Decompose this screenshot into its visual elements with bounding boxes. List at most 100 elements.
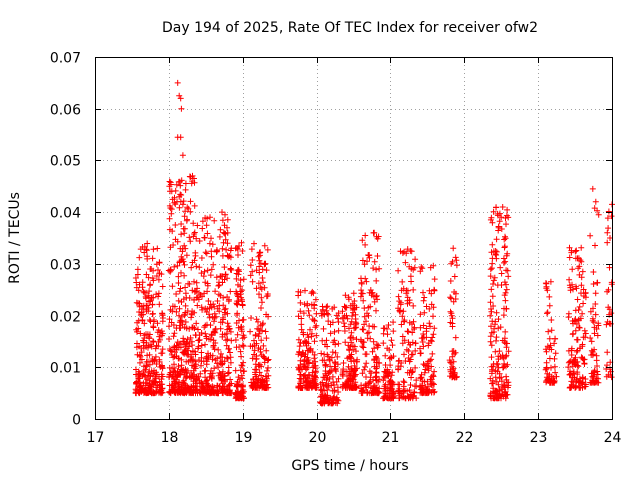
data-point xyxy=(306,380,313,387)
data-point xyxy=(576,345,583,352)
data-point xyxy=(346,375,353,382)
data-point xyxy=(573,348,580,355)
data-point xyxy=(448,260,455,267)
data-point xyxy=(410,266,417,273)
data-point xyxy=(368,384,374,391)
data-point xyxy=(198,349,205,356)
data-point xyxy=(209,241,216,248)
data-point xyxy=(166,382,173,389)
data-point xyxy=(427,357,433,364)
data-point xyxy=(500,355,507,362)
data-point xyxy=(399,333,406,340)
data-point xyxy=(551,363,558,370)
data-point xyxy=(218,387,225,393)
data-point xyxy=(259,321,266,328)
data-point xyxy=(234,246,241,253)
data-point xyxy=(168,206,175,213)
data-point xyxy=(589,185,596,192)
data-point xyxy=(373,266,380,273)
data-point xyxy=(450,365,457,372)
data-point xyxy=(407,273,414,280)
data-point xyxy=(225,298,232,305)
data-point xyxy=(417,311,424,318)
data-point xyxy=(259,266,266,273)
data-point xyxy=(252,376,259,383)
data-point xyxy=(159,283,166,290)
data-point xyxy=(203,358,210,365)
data-point xyxy=(319,391,326,398)
data-point xyxy=(329,305,336,312)
data-point xyxy=(177,245,184,252)
data-point xyxy=(259,376,266,383)
data-point xyxy=(395,387,402,394)
data-point xyxy=(503,363,509,370)
data-point xyxy=(227,265,234,272)
data-point xyxy=(221,309,228,316)
data-point xyxy=(347,355,354,362)
x-tick-label: 20 xyxy=(309,430,327,446)
data-point xyxy=(248,315,254,321)
data-point xyxy=(299,366,305,373)
data-point xyxy=(166,323,172,330)
x-tick-label: 17 xyxy=(87,430,105,446)
data-point xyxy=(295,336,302,343)
data-point xyxy=(222,305,229,312)
data-point xyxy=(142,293,149,300)
data-point xyxy=(420,289,426,296)
data-point xyxy=(360,344,367,351)
data-point xyxy=(594,379,601,386)
data-point xyxy=(333,312,340,319)
data-point xyxy=(182,302,189,309)
data-point xyxy=(390,328,397,335)
data-point xyxy=(448,360,455,366)
data-point xyxy=(239,302,246,309)
data-point xyxy=(215,291,222,298)
data-point xyxy=(176,305,183,312)
data-point xyxy=(147,318,154,325)
data-point xyxy=(417,268,424,275)
data-point xyxy=(265,356,272,363)
data-point xyxy=(138,349,145,356)
data-point xyxy=(149,310,156,317)
data-point xyxy=(453,262,460,269)
data-point xyxy=(400,387,407,394)
data-point xyxy=(155,267,161,273)
data-point xyxy=(503,286,510,293)
data-point xyxy=(313,332,320,339)
data-point xyxy=(211,303,218,310)
data-point xyxy=(191,363,198,370)
data-point xyxy=(213,274,220,281)
data-point xyxy=(156,259,163,266)
data-point xyxy=(181,371,187,378)
data-point xyxy=(580,286,587,293)
grid-lines xyxy=(95,57,612,419)
data-point xyxy=(215,372,222,379)
data-point xyxy=(140,288,147,295)
data-point xyxy=(347,343,354,350)
data-point xyxy=(492,374,499,381)
data-point xyxy=(256,363,262,370)
data-point xyxy=(501,292,508,299)
data-point xyxy=(235,374,242,381)
data-point xyxy=(192,390,199,397)
data-point xyxy=(412,256,419,263)
data-point xyxy=(135,317,142,324)
data-point xyxy=(452,334,459,341)
data-point xyxy=(544,309,551,316)
data-point xyxy=(174,262,181,269)
data-point xyxy=(487,312,494,319)
data-point xyxy=(595,322,602,329)
data-point xyxy=(134,266,141,273)
data-point xyxy=(488,329,495,336)
data-point xyxy=(178,105,185,112)
data-point xyxy=(494,368,501,375)
data-point xyxy=(490,208,497,215)
data-point xyxy=(201,368,208,375)
data-point xyxy=(215,364,222,371)
data-point xyxy=(180,377,187,384)
data-point xyxy=(325,318,332,325)
data-point xyxy=(362,275,369,282)
data-point xyxy=(363,360,370,367)
data-point xyxy=(171,361,177,368)
data-point xyxy=(134,380,141,387)
